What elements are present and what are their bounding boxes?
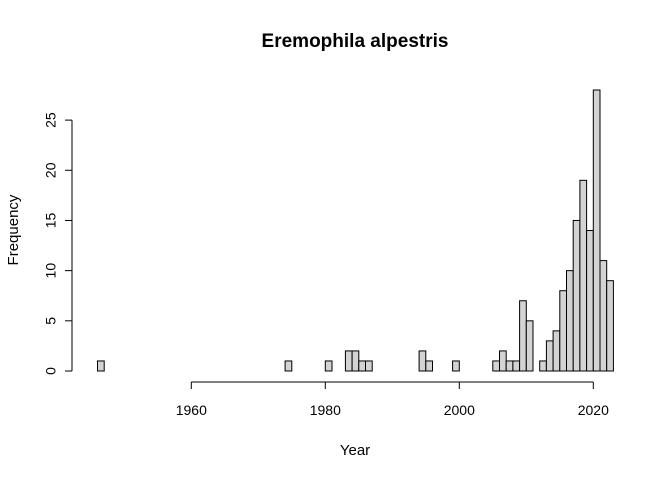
histogram-bar	[552, 330, 561, 372]
bars-group	[97, 89, 614, 372]
x-axis-title: Year	[340, 442, 370, 459]
y-tick-label: 10	[43, 263, 59, 279]
y-tick-label: 25	[43, 112, 59, 128]
histogram-bar	[499, 350, 507, 372]
histogram-bar	[512, 360, 521, 372]
x-tick-label: 2020	[578, 402, 609, 418]
histogram-bar	[344, 350, 353, 372]
y-tick-label: 0	[43, 367, 59, 375]
histogram-bar	[505, 360, 514, 372]
histogram-bar	[566, 270, 574, 372]
histogram-bar	[586, 230, 594, 372]
y-tick-label: 20	[43, 162, 59, 178]
histogram-bar	[358, 360, 366, 372]
y-tick-label: 5	[43, 317, 59, 325]
histogram-bar	[539, 360, 547, 372]
chart-title: Eremophila alpestris	[262, 31, 449, 52]
x-tick-label: 1960	[176, 402, 207, 418]
histogram-bar	[351, 350, 360, 372]
x-tick-label: 1980	[310, 402, 341, 418]
y-tick-label: 15	[43, 212, 59, 228]
y-axis-title: Frequency	[5, 194, 22, 265]
histogram-bar	[365, 360, 373, 372]
histogram-bar	[324, 360, 333, 372]
histogram-bar	[606, 280, 614, 372]
histogram-bar	[519, 300, 527, 372]
histogram-bar	[572, 219, 581, 372]
histogram-bar	[452, 360, 460, 372]
histogram-bar	[425, 360, 433, 372]
histogram-bar	[284, 360, 293, 372]
histogram-bar	[97, 360, 105, 372]
histogram-bar	[579, 179, 588, 372]
y-axis: 0 5 10 15 20 25	[43, 112, 73, 375]
x-axis: 1960 1980 2000 2020	[176, 381, 609, 418]
histogram-bar	[559, 290, 567, 372]
x-tick-label: 2000	[444, 402, 475, 418]
histogram-bar	[599, 260, 608, 372]
histogram-bar	[592, 89, 601, 372]
histogram-bar	[418, 350, 427, 372]
histogram-bar	[525, 320, 534, 372]
histogram-bar	[492, 360, 500, 372]
histogram-bar	[545, 340, 554, 372]
